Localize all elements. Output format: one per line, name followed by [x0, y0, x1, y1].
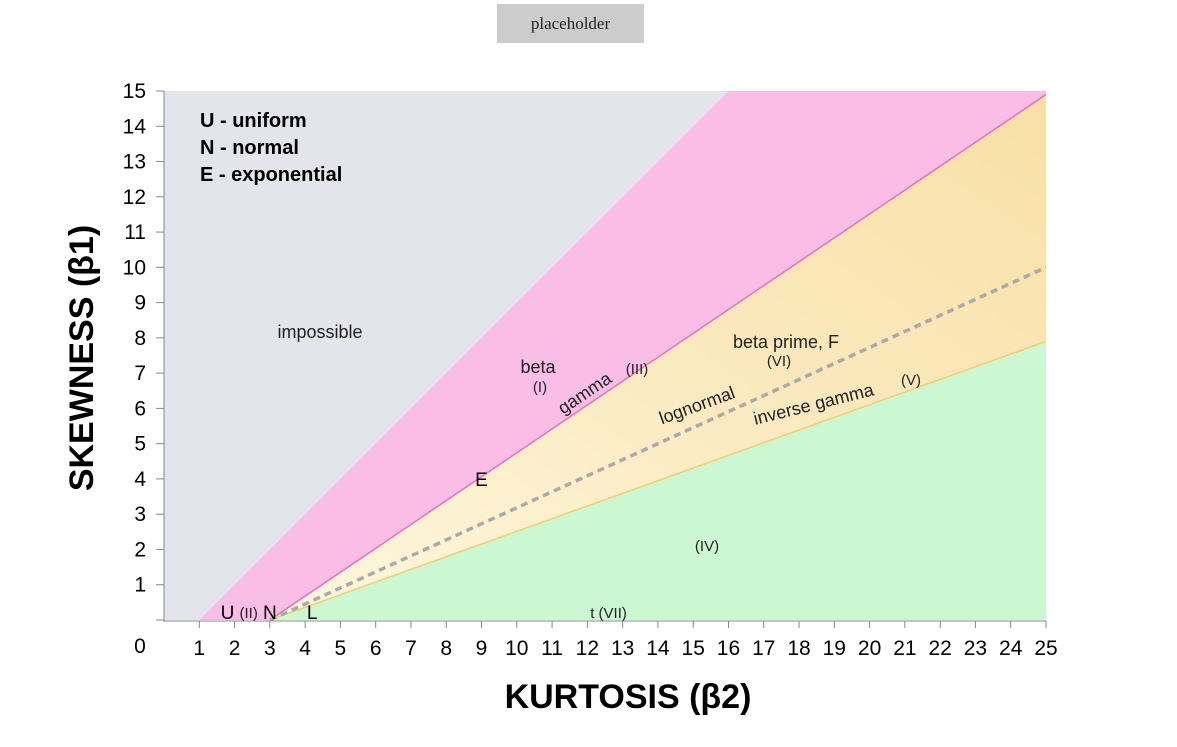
- x-tick-label-20: 20: [858, 637, 881, 660]
- beta-sublabel: (I): [533, 379, 547, 396]
- x-tick-label-6: 6: [370, 637, 382, 660]
- x-tick-label-14: 14: [646, 637, 670, 660]
- y-tick-label-12: 12: [123, 186, 146, 209]
- gamma-line: [269, 93, 1047, 621]
- x-tick-label-24: 24: [999, 637, 1023, 660]
- point-label-e: E: [475, 470, 488, 491]
- x-tick-label-22: 22: [928, 637, 951, 660]
- y-tick-label-6: 6: [134, 397, 146, 420]
- y-tick-label-4: 4: [134, 468, 146, 491]
- x-tick-label-10: 10: [505, 637, 528, 660]
- legend-entry: N - normal: [200, 137, 299, 159]
- y-tick-label-0: 0: [134, 635, 146, 658]
- inverse-gamma-line: [269, 340, 1047, 621]
- x-tick-label-23: 23: [964, 637, 987, 660]
- x-tick-label-21: 21: [893, 637, 916, 660]
- x-tick-label-17: 17: [752, 637, 775, 660]
- x-tick-label-7: 7: [405, 637, 417, 660]
- x-tick-label-18: 18: [787, 637, 810, 660]
- y-tick-label-7: 7: [134, 362, 146, 385]
- point-label-tvii: t (VII): [590, 605, 627, 622]
- x-tick-label-2: 2: [229, 637, 241, 660]
- y-tick-label-10: 10: [123, 256, 146, 279]
- beta-prime-label: beta prime, F: [733, 332, 839, 352]
- y-tick-label-15: 15: [123, 80, 146, 103]
- impossible-region: [164, 91, 729, 620]
- x-tick-label-9: 9: [476, 637, 488, 660]
- x-tick-label-13: 13: [611, 637, 634, 660]
- placeholder-button[interactable]: placeholder: [497, 4, 644, 43]
- type-iv-label: (IV): [695, 538, 719, 555]
- y-tick-label-11: 11: [124, 221, 146, 244]
- y-tick-label-8: 8: [134, 327, 146, 350]
- point-label-ii: (II): [240, 605, 258, 622]
- y-tick-label-5: 5: [134, 433, 146, 456]
- beta-label: beta: [520, 357, 556, 377]
- y-axis-title: SKEWNESS (β1): [63, 225, 101, 491]
- point-label-l: L: [307, 603, 318, 624]
- beta-region: [199, 91, 1047, 620]
- x-tick-label-19: 19: [823, 637, 846, 660]
- x-tick-label-11: 11: [541, 637, 563, 660]
- lognormal-line: [269, 265, 1047, 622]
- gamma-sublabel: (III): [626, 361, 649, 378]
- y-tick-label-14: 14: [123, 115, 147, 138]
- y-tick-label-9: 9: [134, 292, 146, 315]
- x-tick-label-5: 5: [335, 637, 347, 660]
- beta-prime-sublabel: (VI): [767, 353, 791, 370]
- y-tick-label-13: 13: [123, 151, 146, 174]
- point-label-u: U: [221, 603, 235, 624]
- x-tick-label-25: 25: [1034, 637, 1057, 660]
- inverse-gamma-sublabel: (V): [901, 372, 921, 389]
- x-tick-label-4: 4: [299, 637, 311, 660]
- impossible-label: impossible: [277, 322, 362, 342]
- point-label-n: N: [263, 603, 277, 624]
- x-tick-label-8: 8: [440, 637, 452, 660]
- x-axis-title: KURTOSIS (β2): [505, 678, 752, 716]
- legend-entry: U - uniform: [200, 110, 307, 132]
- y-tick-label-1: 1: [134, 574, 146, 597]
- x-tick-label-16: 16: [717, 637, 740, 660]
- x-tick-label-12: 12: [576, 637, 599, 660]
- y-tick-label-3: 3: [134, 503, 146, 526]
- x-tick-label-15: 15: [682, 637, 705, 660]
- x-tick-label-1: 1: [193, 637, 205, 660]
- y-tick-label-2: 2: [134, 538, 146, 561]
- legend-entry: E - exponential: [200, 164, 342, 186]
- x-tick-label-3: 3: [264, 637, 276, 660]
